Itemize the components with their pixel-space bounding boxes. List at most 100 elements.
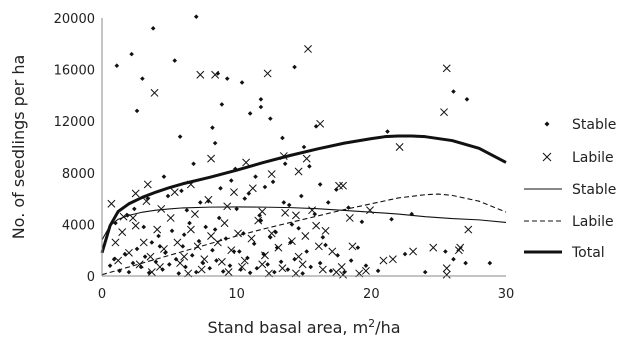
labile-point: [254, 216, 263, 225]
labile-point: [316, 119, 325, 128]
stable-point: [219, 102, 225, 107]
stable-point: [389, 216, 394, 222]
stable-point: [265, 262, 270, 267]
stable-point: [140, 76, 145, 81]
stable-point: [216, 215, 222, 221]
labile-point: [388, 255, 397, 264]
stable-point: [363, 263, 369, 268]
labile-point: [135, 260, 144, 269]
labile-point: [207, 232, 216, 240]
stable-point: [451, 89, 456, 94]
stable-point: [304, 249, 309, 254]
labile-dashed-line: [101, 193, 507, 276]
stable-point: [299, 193, 304, 199]
stable-point: [335, 253, 340, 258]
labile-point: [147, 268, 156, 277]
stable-point: [181, 232, 187, 238]
labile-point: [227, 246, 236, 255]
stable-point: [198, 200, 203, 205]
stable-point: [274, 245, 280, 250]
labile-point: [267, 170, 276, 179]
stable-point: [138, 264, 144, 270]
stable-point: [172, 58, 178, 63]
stable-point: [239, 80, 245, 85]
labile-point: [146, 252, 155, 261]
stable-point: [196, 238, 202, 244]
stable-point: [258, 104, 264, 110]
stable-point: [246, 191, 252, 196]
labile-point: [454, 246, 463, 255]
stable-point: [348, 258, 354, 263]
labile-point: [230, 188, 238, 197]
labile-point: [248, 184, 257, 193]
series-total-line: [100, 134, 507, 254]
labile-point: [440, 108, 449, 117]
stable-point: [464, 96, 470, 102]
stable-point: [254, 265, 260, 271]
labile-point: [304, 45, 312, 53]
stable-point: [257, 213, 262, 218]
labile-point: [153, 225, 162, 234]
stable-point: [292, 256, 297, 262]
labile-point: [302, 154, 311, 163]
labile-point: [335, 181, 343, 190]
stable-point: [402, 251, 408, 257]
stable-point: [289, 222, 295, 227]
stable-point: [141, 224, 147, 230]
labile-point: [166, 213, 175, 222]
stable-point: [253, 174, 258, 179]
labile-point: [308, 206, 317, 215]
stable-point: [463, 260, 468, 266]
stable-point: [176, 271, 182, 276]
labile-point: [107, 199, 116, 208]
labile-point: [143, 180, 152, 189]
labile-point: [442, 64, 451, 73]
stable-point: [220, 269, 226, 274]
x-tick-label: 30: [498, 287, 515, 302]
stable-point: [111, 256, 117, 262]
stable-point: [234, 206, 239, 212]
stable-point: [334, 187, 339, 192]
labile-point: [157, 204, 166, 213]
stable-point: [328, 268, 334, 274]
y-tick-labels: 0 4000 8000 12000 16000 20000: [54, 12, 95, 285]
labile-point: [238, 263, 247, 271]
y-tick-label: 4000: [62, 218, 95, 233]
y-tick-label: 20000: [54, 12, 95, 27]
labile-point: [180, 252, 189, 261]
stable-point: [180, 244, 186, 249]
y-tick-label: 16000: [54, 64, 95, 79]
labile-point: [442, 264, 451, 273]
stable-point: [207, 265, 213, 271]
labile-point: [258, 207, 267, 216]
stable-point: [173, 256, 179, 262]
stable-point: [273, 229, 279, 235]
x-tick-label: 0: [98, 287, 106, 302]
stable-thin-solid-line: [101, 206, 507, 241]
labile-point: [131, 189, 140, 198]
labile-point: [260, 251, 269, 260]
legend-item-stable-line: Stable: [524, 182, 616, 198]
labile-point: [339, 181, 348, 190]
labile-point: [361, 266, 370, 275]
stable-point: [189, 253, 195, 258]
labile-point: [186, 225, 195, 234]
legend-label: Stable: [572, 117, 616, 133]
labile-point: [442, 270, 451, 279]
stable-point: [292, 64, 297, 70]
labile-point: [197, 265, 206, 274]
labile-point: [339, 270, 348, 279]
x-axis-title: Stand basal area, m2/ha: [207, 317, 400, 337]
stable-point: [443, 249, 448, 254]
stable-point: [451, 256, 456, 262]
labile-point: [312, 221, 321, 230]
stable-point: [210, 247, 215, 253]
stable-point: [268, 116, 273, 121]
labile-point: [211, 70, 220, 79]
labile-point: [294, 252, 303, 261]
labile-point: [170, 188, 179, 197]
stable-point: [227, 263, 233, 268]
series-stable-line: [101, 206, 507, 241]
stable-point: [308, 264, 314, 270]
